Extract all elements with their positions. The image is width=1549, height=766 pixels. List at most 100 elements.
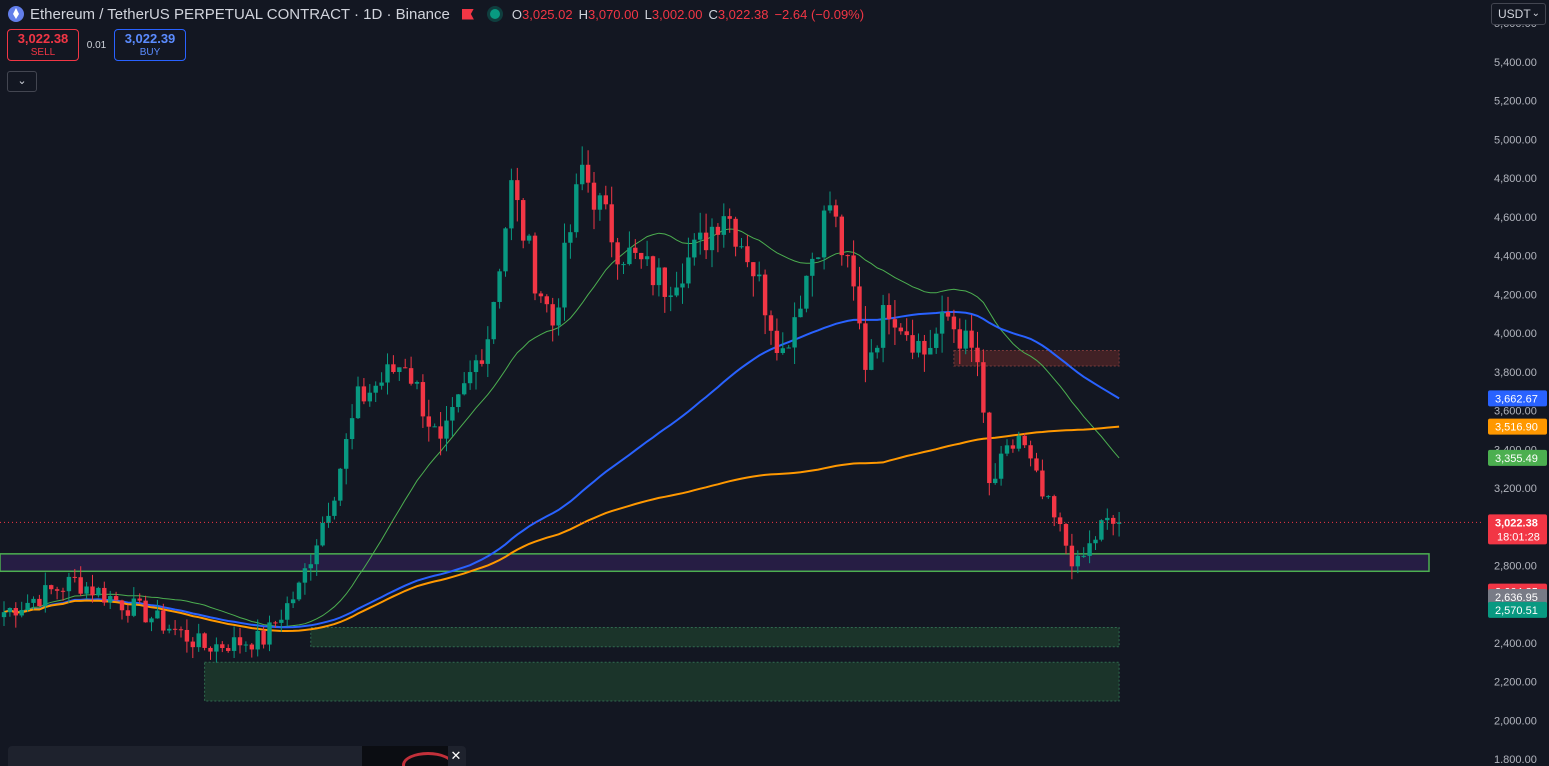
- candle: [462, 383, 467, 395]
- candle: [674, 287, 679, 296]
- candle: [220, 644, 225, 649]
- candle: [633, 247, 638, 253]
- price-label-bg: [1488, 390, 1547, 407]
- trade-panel: 3,022.38 SELL 0.01 3,022.39 BUY: [7, 29, 186, 61]
- candle: [338, 468, 343, 501]
- price-label: 2,570.51: [1495, 605, 1538, 617]
- candle: [1040, 470, 1045, 497]
- candle: [78, 577, 83, 594]
- candle: [680, 283, 685, 288]
- candle: [939, 312, 945, 334]
- y-tick-label: 4,200.00: [1494, 289, 1537, 301]
- candle: [473, 360, 479, 373]
- candle: [344, 439, 349, 469]
- candle: [202, 633, 207, 648]
- candle: [591, 182, 597, 210]
- candle: [178, 629, 184, 631]
- candle: [1022, 435, 1027, 446]
- candle: [1004, 445, 1010, 454]
- y-tick-label: 3,800.00: [1494, 367, 1537, 379]
- symbol-title[interactable]: Ethereum / TetherUS PERPETUAL CONTRACT ·…: [30, 5, 450, 23]
- candle: [745, 246, 750, 263]
- candle: [485, 339, 490, 364]
- candle: [668, 295, 673, 297]
- candle: [444, 420, 449, 439]
- sell-button[interactable]: 3,022.38 SELL: [7, 29, 79, 61]
- y-tick-label: 5,200.00: [1494, 96, 1537, 108]
- candle: [113, 596, 119, 601]
- y-tick-label: 2,200.00: [1494, 677, 1537, 689]
- candle: [580, 164, 585, 185]
- candle: [172, 628, 178, 630]
- candle: [804, 275, 809, 309]
- candle: [1069, 545, 1075, 567]
- candle: [892, 319, 898, 328]
- close-icon[interactable]: ✕: [450, 748, 462, 763]
- candle: [869, 352, 874, 370]
- market-open-icon: [489, 9, 500, 19]
- candle: [1016, 435, 1021, 449]
- candle: [1093, 539, 1098, 544]
- low-value: 3,002.00: [651, 6, 703, 22]
- candle: [762, 274, 768, 316]
- candle: [1034, 458, 1039, 471]
- y-tick-label: 5,400.00: [1494, 57, 1537, 69]
- candle: [816, 257, 821, 259]
- y-tick-label: 5,000.00: [1494, 134, 1537, 146]
- price-label: 2,636.95: [1495, 592, 1538, 604]
- open-value: 3,025.02: [522, 6, 573, 22]
- candle: [408, 368, 414, 384]
- collapse-toggle[interactable]: ⌄: [7, 71, 37, 92]
- candle: [320, 522, 325, 546]
- candle: [1010, 445, 1016, 449]
- y-tick-label: 4,400.00: [1494, 251, 1537, 263]
- high-value: 3,070.00: [588, 6, 639, 22]
- candle: [827, 205, 833, 211]
- countdown-label: 18:01:28: [1497, 531, 1540, 543]
- ma-green-line: [3, 228, 1120, 628]
- y-tick-label: 3,600.00: [1494, 406, 1537, 418]
- candle: [403, 367, 408, 369]
- candle: [568, 232, 573, 243]
- flag-icon[interactable]: [461, 8, 474, 20]
- candle: [379, 382, 384, 386]
- currency-unit-select[interactable]: USDT ⌄: [1491, 3, 1546, 25]
- bottom-widget[interactable]: ✕: [8, 746, 466, 766]
- candle: [167, 628, 172, 631]
- candle: [509, 180, 514, 229]
- candle: [609, 204, 614, 243]
- candle: [54, 589, 60, 591]
- candle: [597, 195, 603, 210]
- candle: [538, 293, 544, 297]
- y-tick-label: 4,800.00: [1494, 173, 1537, 185]
- candle: [515, 180, 520, 201]
- candle: [975, 347, 980, 363]
- candle: [37, 598, 42, 607]
- candle: [60, 590, 66, 592]
- candle: [904, 331, 909, 336]
- candle: [119, 600, 125, 611]
- candle: [526, 235, 532, 241]
- candle: [161, 610, 166, 631]
- close-value: 3,022.38: [717, 6, 769, 22]
- y-tick-label: 4,600.00: [1494, 212, 1537, 224]
- candle: [426, 416, 431, 427]
- candle: [727, 216, 732, 219]
- candle: [1087, 543, 1092, 556]
- candle: [261, 630, 266, 645]
- candle: [214, 644, 219, 652]
- candle: [355, 386, 361, 419]
- buy-button[interactable]: 3,022.39 BUY: [114, 29, 186, 61]
- candle: [308, 564, 313, 569]
- candle: [249, 644, 254, 650]
- candle: [290, 599, 296, 604]
- candle: [1075, 555, 1080, 567]
- price-label: 3,355.49: [1495, 453, 1538, 465]
- demand-zone-2: [204, 661, 1120, 702]
- candle: [385, 364, 390, 383]
- candle: [798, 308, 803, 318]
- price-label-bg: [1488, 418, 1547, 435]
- candle: [1057, 517, 1063, 525]
- candle: [43, 585, 48, 607]
